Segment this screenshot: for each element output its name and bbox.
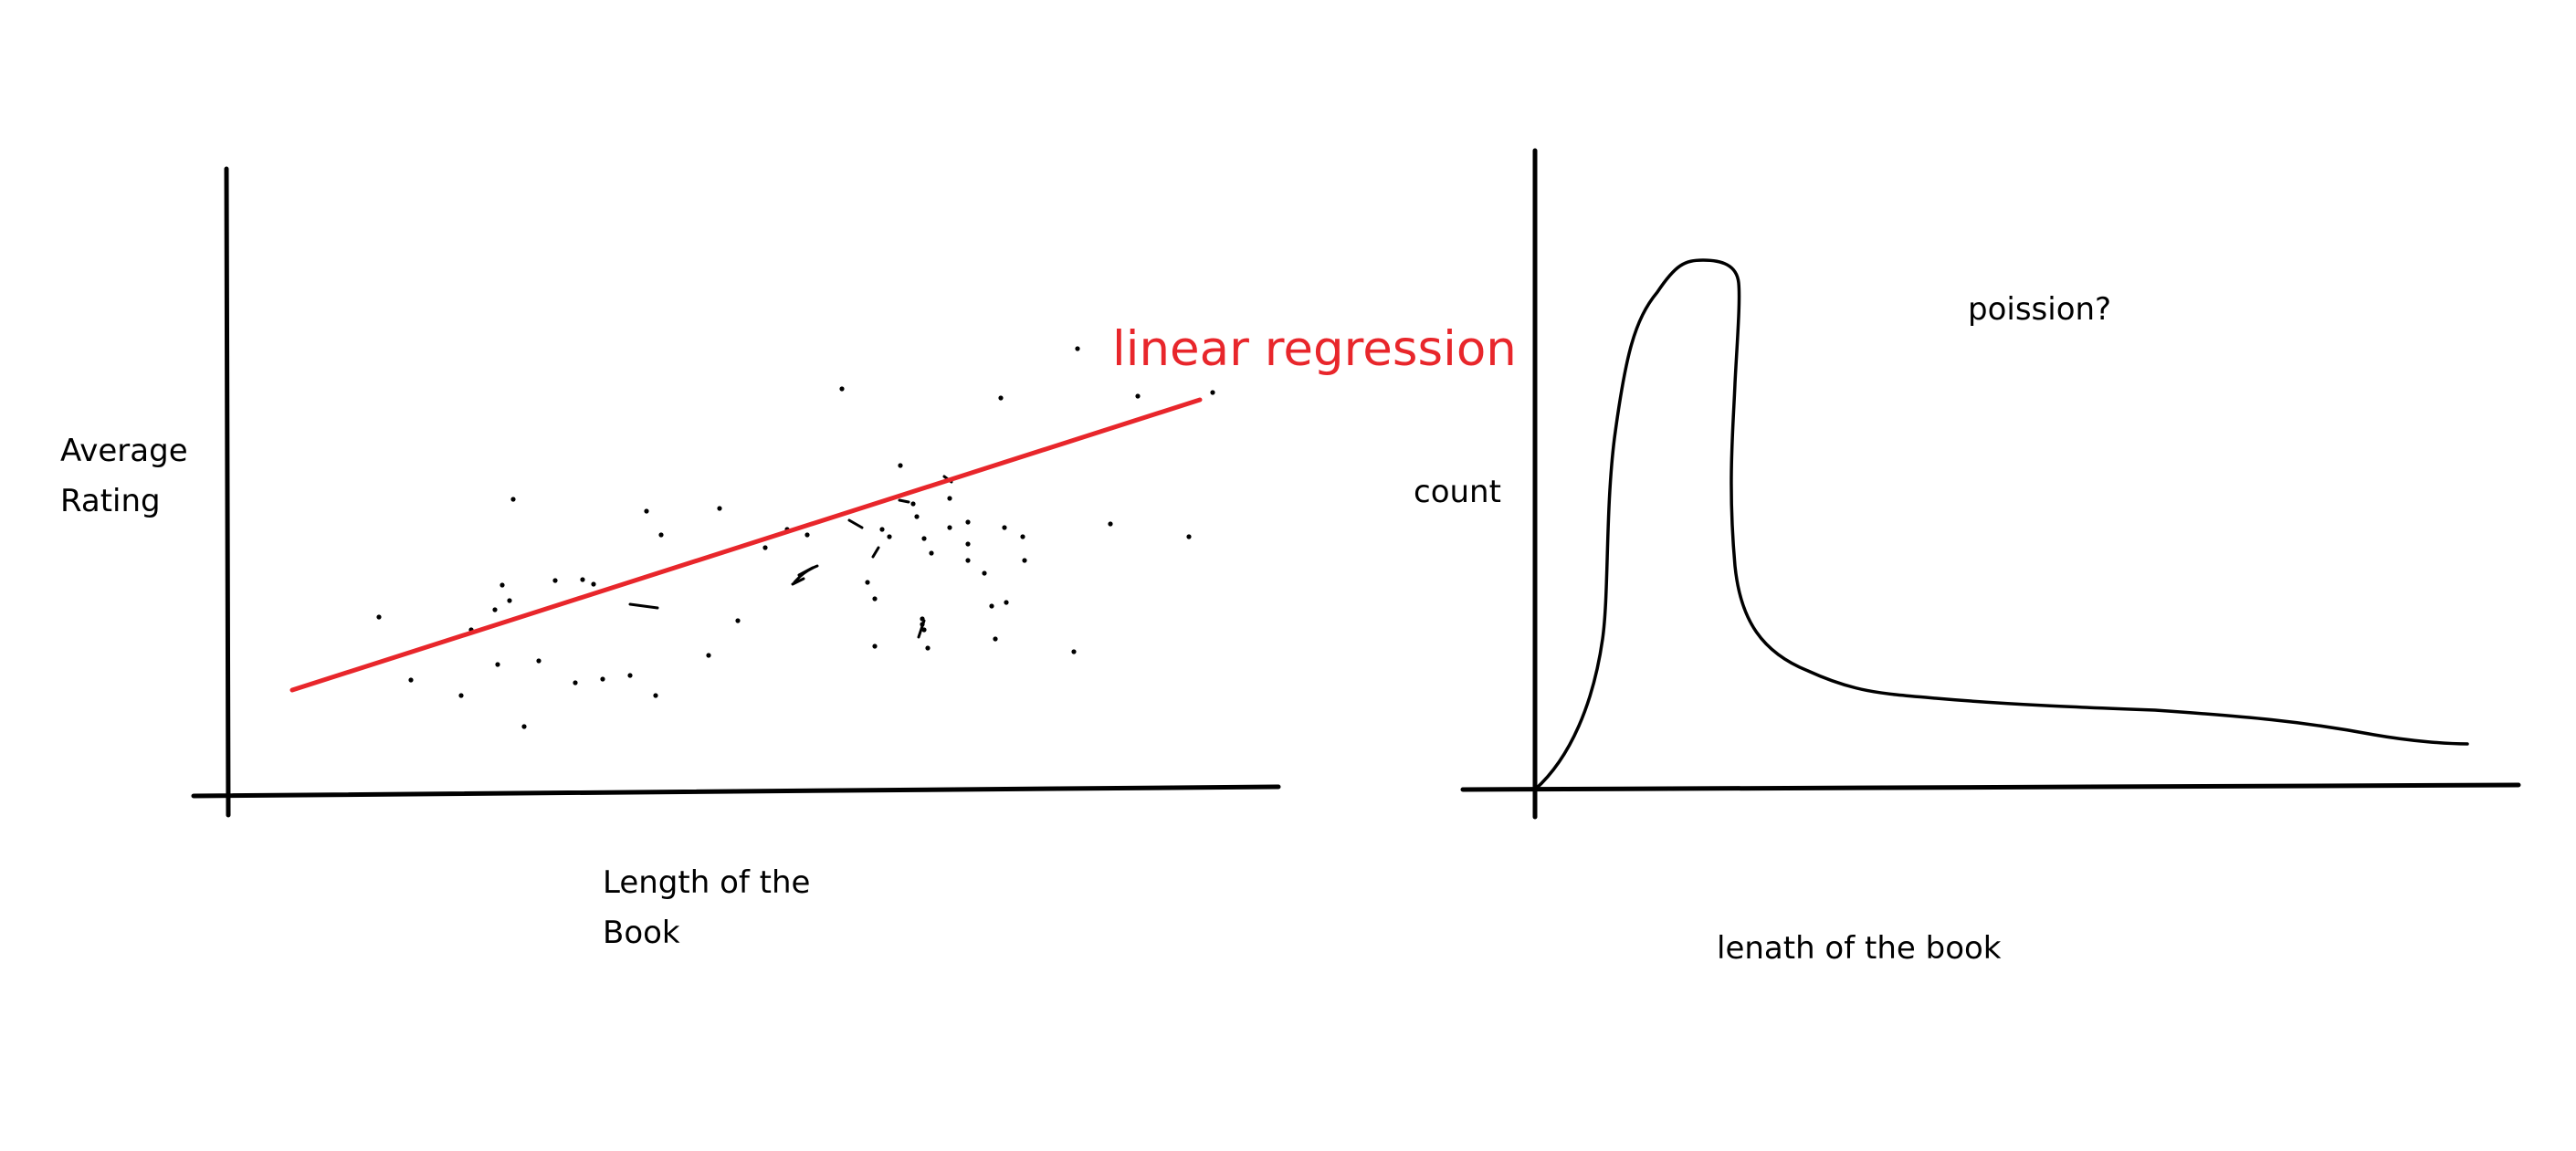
- scatter-point: [1108, 521, 1113, 527]
- scatter-point: [458, 693, 464, 698]
- scatter-point: [872, 596, 878, 602]
- scatter-point: [510, 497, 516, 502]
- scatter-point: [735, 618, 741, 623]
- scatter-xlabel-line-2: Book: [603, 915, 680, 951]
- scatter-point: [1186, 534, 1192, 539]
- scatter-point: [408, 677, 414, 683]
- distribution-annotation: poission?: [1968, 291, 2111, 328]
- scatter-points: [376, 346, 1215, 729]
- scatter-point: [914, 514, 920, 519]
- scatter-point: [521, 724, 527, 729]
- scatter-point: [804, 532, 810, 538]
- distribution-curve: [1533, 258, 2469, 791]
- scatter-point: [993, 636, 998, 642]
- scatter-ylabel-line-1: Average: [60, 433, 188, 469]
- scatter-point: [706, 653, 711, 658]
- scatter-point: [658, 532, 664, 538]
- scatter-y-axis: [224, 166, 231, 818]
- scatter-point: [552, 578, 558, 583]
- scatter-ylabel-line-2: Rating: [60, 483, 161, 519]
- scatter-point: [717, 506, 722, 511]
- scatter-point: [653, 693, 658, 698]
- scatter-point: [965, 519, 971, 525]
- scatter-point: [762, 545, 768, 550]
- scatter-point: [965, 541, 971, 547]
- scatter-point: [591, 581, 596, 587]
- distribution-ylabel: count: [1414, 474, 1501, 510]
- scatter-xlabel-line-1: Length of the: [603, 864, 810, 901]
- scatter-point: [1004, 600, 1009, 605]
- scatter-point: [998, 395, 1004, 401]
- scatter-point: [1075, 346, 1080, 351]
- scatter-point: [507, 598, 512, 603]
- scatter-point: [495, 662, 500, 667]
- distribution-x-axis: [1460, 782, 2521, 792]
- scatter-point: [600, 676, 605, 682]
- scatter-point: [865, 580, 870, 585]
- scatter-point: [1135, 393, 1141, 399]
- scatter-point: [982, 570, 987, 576]
- scatter-stroke-mark: [847, 518, 864, 529]
- scatter-point: [573, 680, 578, 685]
- regression-label: linear regression: [1112, 321, 1517, 377]
- scatter-point: [921, 536, 927, 541]
- scatter-stroke-mark: [917, 619, 926, 639]
- scatter-point: [910, 501, 916, 507]
- scatter-stroke-mark: [791, 577, 805, 586]
- distribution-xlabel: lenath of the book: [1717, 930, 2002, 967]
- scatter-point: [921, 627, 927, 633]
- scatter-point: [492, 607, 498, 612]
- scatter-point: [1071, 649, 1077, 654]
- scatter-point: [1020, 534, 1025, 539]
- regression-line: [289, 397, 1203, 693]
- scatter-point: [989, 603, 994, 609]
- scatter-point: [872, 644, 878, 649]
- scatter-point: [536, 658, 541, 664]
- scatter-stroke-mark: [628, 602, 659, 610]
- scatter-point: [929, 550, 934, 556]
- scatter-point: [644, 508, 649, 514]
- scatter-point: [887, 534, 892, 539]
- distribution-panel: count lenath of the book poission?: [1414, 148, 2521, 967]
- scatter-point: [965, 558, 971, 563]
- scatter-point: [499, 582, 505, 588]
- scatter-x-axis: [191, 784, 1281, 799]
- scatter-point: [898, 463, 903, 468]
- scatter-point: [1022, 558, 1027, 563]
- scatter-point: [947, 525, 952, 530]
- scatter-point: [1210, 390, 1215, 395]
- scatter-point: [947, 496, 952, 501]
- scatter-point: [879, 527, 885, 532]
- scatter-panel: Average Rating Length of the Book linear…: [60, 166, 1517, 951]
- scatter-point: [839, 386, 845, 392]
- scatter-point: [1002, 525, 1007, 530]
- scatter-point: [376, 614, 382, 620]
- scatter-point: [627, 673, 633, 678]
- scatter-stroke-mark: [871, 546, 880, 559]
- scatter-stroke-mark: [797, 566, 815, 577]
- scatter-point: [580, 577, 585, 582]
- scatter-point: [925, 645, 931, 651]
- scatter-stroke-mark: [898, 498, 910, 504]
